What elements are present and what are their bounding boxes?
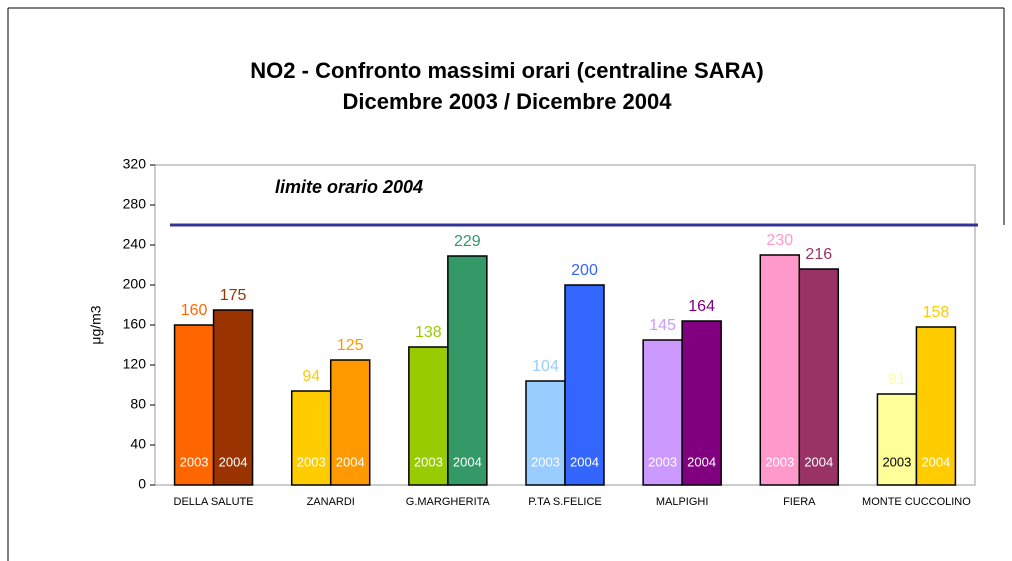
y-tick-label: 120 (123, 356, 147, 372)
value-label: 229 (454, 233, 481, 250)
x-tick-label: P.TA S.FELICE (528, 496, 602, 508)
y-tick-label: 200 (123, 276, 147, 292)
series-label: 2003 (648, 454, 677, 469)
y-tick-label: 320 (123, 156, 147, 172)
x-tick-label: ZANARDI (306, 496, 355, 508)
series-label: 2003 (297, 454, 326, 469)
limit-label: limite orario 2004 (275, 177, 423, 197)
y-tick-label: 80 (130, 396, 146, 412)
series-label: 2003 (180, 454, 209, 469)
chart-title: NO2 - Confronto massimi orari (centralin… (250, 58, 763, 83)
bar (329, 359, 371, 486)
bar (525, 380, 566, 486)
x-tick-label: DELLA SALUTE (173, 496, 254, 508)
value-label: 91 (888, 371, 906, 388)
y-tick-label: 0 (138, 476, 146, 492)
series-label: 2003 (531, 454, 560, 469)
y-tick-label: 160 (123, 316, 147, 332)
series-label: 2003 (765, 454, 794, 469)
value-label: 138 (415, 324, 442, 341)
value-label: 230 (766, 232, 793, 249)
series-label: 2004 (921, 454, 950, 469)
series-label: 2004 (804, 454, 833, 469)
value-label: 94 (302, 368, 320, 385)
x-tick-label: FIERA (783, 496, 816, 508)
y-tick-label: 40 (130, 436, 146, 452)
value-label: 125 (337, 337, 364, 354)
series-label: 2003 (882, 454, 911, 469)
bar (173, 324, 215, 486)
value-label: 160 (181, 302, 208, 319)
value-label: 175 (220, 287, 247, 304)
bar (212, 309, 254, 486)
x-tick-label: G.MARGHERITA (405, 496, 490, 508)
y-axis-label: μg/m3 (88, 305, 104, 344)
bar (290, 390, 332, 486)
bar (681, 320, 722, 486)
value-label: 158 (923, 304, 950, 321)
bar (798, 268, 840, 486)
bar (447, 255, 488, 486)
bar (915, 326, 957, 486)
value-label: 145 (649, 317, 676, 334)
value-label: 164 (688, 298, 715, 315)
series-label: 2003 (414, 454, 443, 469)
y-tick-label: 280 (123, 196, 147, 212)
chart-subtitle: Dicembre 2003 / Dicembre 2004 (343, 89, 673, 114)
value-label: 216 (805, 246, 832, 263)
series-label: 2004 (336, 454, 365, 469)
series-label: 2004 (453, 454, 482, 469)
bar (759, 254, 801, 486)
x-tick-label: MONTE CUCCOLINO (862, 496, 971, 508)
bar (408, 346, 449, 486)
series-label: 2004 (687, 454, 716, 469)
bar (642, 339, 683, 486)
series-label: 2004 (570, 454, 599, 469)
x-tick-label: MALPIGHI (655, 496, 709, 508)
bar (564, 284, 605, 486)
bar (876, 393, 918, 486)
value-label: 200 (571, 262, 598, 279)
value-label: 104 (532, 358, 559, 375)
y-tick-label: 240 (123, 236, 147, 252)
series-label: 2004 (219, 454, 248, 469)
